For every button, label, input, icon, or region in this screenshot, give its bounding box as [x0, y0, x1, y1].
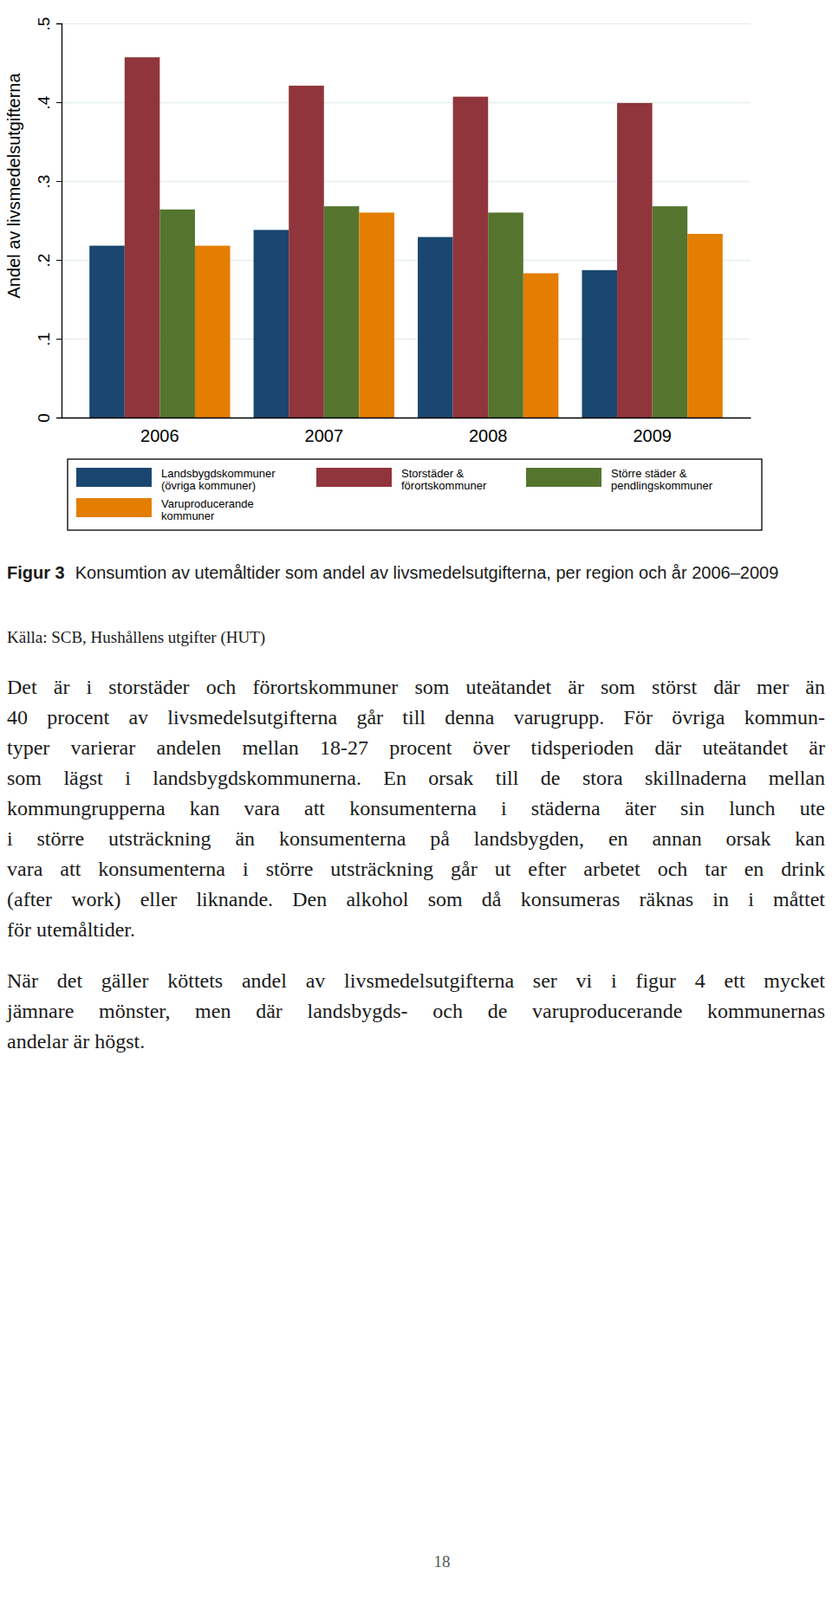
grid-line — [61, 23, 751, 25]
y-tick-mark — [56, 338, 62, 340]
caption-text: Konsumtion av utemåltider som andel av l… — [75, 563, 780, 583]
text-line: som lägst i landsbygdskommunerna. En ors… — [6, 763, 826, 794]
y-axis-title: Andel av livsmedelsutgifterna — [4, 72, 24, 299]
bar — [453, 97, 489, 418]
grid-tick — [61, 102, 751, 104]
bar — [523, 273, 559, 418]
text-line: jämnare mönster, men där landsbygds- och… — [6, 996, 826, 1027]
paragraph: Det är i storstäder och förortskommuner … — [6, 672, 826, 946]
y-tick: .3 — [34, 175, 62, 189]
figure-caption: Figur 3 Konsumtion av utemåltider som and… — [6, 559, 826, 587]
x-tick-label: 2006 — [140, 426, 180, 446]
text-line: (after work) eller liknande. Den alkohol… — [6, 884, 826, 916]
legend-label: Landsbygdskommuner(övriga kommuner) — [161, 467, 276, 493]
page-number: 18 — [416, 1553, 468, 1573]
bar — [288, 85, 325, 418]
y-tick-mark — [56, 102, 62, 104]
y-tick: 0 — [34, 413, 62, 423]
legend: Landsbygdskommuner(övriga kommuner) Stors… — [67, 459, 762, 531]
y-tick-label: 0 — [34, 413, 53, 423]
legend-box — [67, 459, 762, 531]
x-tick-label: 2007 — [305, 426, 345, 446]
text-line: för utemåltider. — [6, 915, 826, 946]
legend-label: Större städer &pendlingskommuner — [611, 467, 714, 493]
y-tick-mark — [56, 181, 62, 182]
source: Källa: SCB, Hushållens utgifter (HUT) — [6, 625, 266, 650]
bar — [324, 206, 360, 418]
y-axis-line — [56, 24, 63, 419]
text-line: i större utsträckning än konsumenterna p… — [6, 824, 826, 855]
text-line: kommungrupperna kan vara att konsumenter… — [6, 793, 826, 825]
legend-swatch — [316, 468, 392, 488]
text-line: 40 procent av livsmedelsutgifterna går t… — [6, 702, 826, 734]
legend-swatch — [76, 498, 152, 518]
y-tick: .2 — [34, 253, 62, 268]
y-tick-label: .3 — [34, 175, 53, 189]
paragraph: När det gäller köttets andel av livsmede… — [6, 966, 826, 1058]
bars — [89, 57, 723, 418]
grid — [61, 24, 751, 419]
text-line: Det är i storstäder och förortskommuner … — [6, 672, 826, 703]
x-axis-line — [62, 417, 752, 419]
y-tick-label: .1 — [34, 332, 53, 347]
chart: 0 .1 .2 .3 .4 .5 Andel av livsmedelsutgifterna… — [0, 0, 832, 538]
bar — [417, 237, 454, 418]
grid-tick — [61, 23, 751, 25]
bar — [195, 246, 231, 418]
x-tick: 2007 — [305, 417, 345, 446]
y-tick: .4 — [34, 95, 62, 110]
text-line: typer varierar andelen mellan 18-27 proc… — [6, 733, 826, 764]
y-tick-label: .5 — [34, 17, 53, 32]
bar — [159, 209, 195, 418]
y-tick-mark — [56, 417, 62, 419]
x-tick: 2008 — [468, 417, 508, 446]
y-tick-mark — [56, 260, 62, 261]
text-line: När det gäller köttets andel av livsmede… — [6, 966, 826, 997]
y-tick-label: .4 — [34, 95, 53, 110]
bar — [358, 212, 395, 418]
text-line: andelar är högst. — [6, 1027, 826, 1058]
y-axis: 0 .1 .2 .3 .4 .5 — [34, 17, 63, 423]
y-tick: .5 — [34, 17, 62, 32]
grid-line — [61, 417, 751, 419]
bar — [253, 229, 290, 418]
legend-swatch — [526, 468, 602, 488]
bar — [617, 103, 653, 418]
y-tick-label: .2 — [34, 253, 53, 268]
x-tick: 2009 — [632, 417, 672, 446]
bar — [124, 57, 161, 418]
text-line: vara att konsumenterna i större utsträck… — [6, 854, 826, 885]
legend-label: Storstäder &förortskommuner — [401, 467, 488, 493]
y-tick-mark — [56, 23, 62, 25]
x-tick: 2006 — [140, 417, 180, 446]
bar — [687, 234, 723, 418]
bar — [652, 206, 689, 418]
legend-swatch — [76, 468, 152, 488]
grid-tick — [61, 417, 751, 419]
legend-label: Varuproducerandekommuner — [161, 497, 254, 523]
x-tick-label: 2008 — [468, 426, 508, 446]
bar — [89, 246, 125, 418]
caption-label: Figur 3 — [6, 563, 65, 583]
y-tick: .1 — [34, 332, 62, 347]
x-axis: 2006 2007 2008 2009 — [62, 417, 752, 446]
bar — [581, 270, 618, 418]
bar — [487, 212, 524, 418]
x-tick-label: 2009 — [632, 426, 672, 446]
